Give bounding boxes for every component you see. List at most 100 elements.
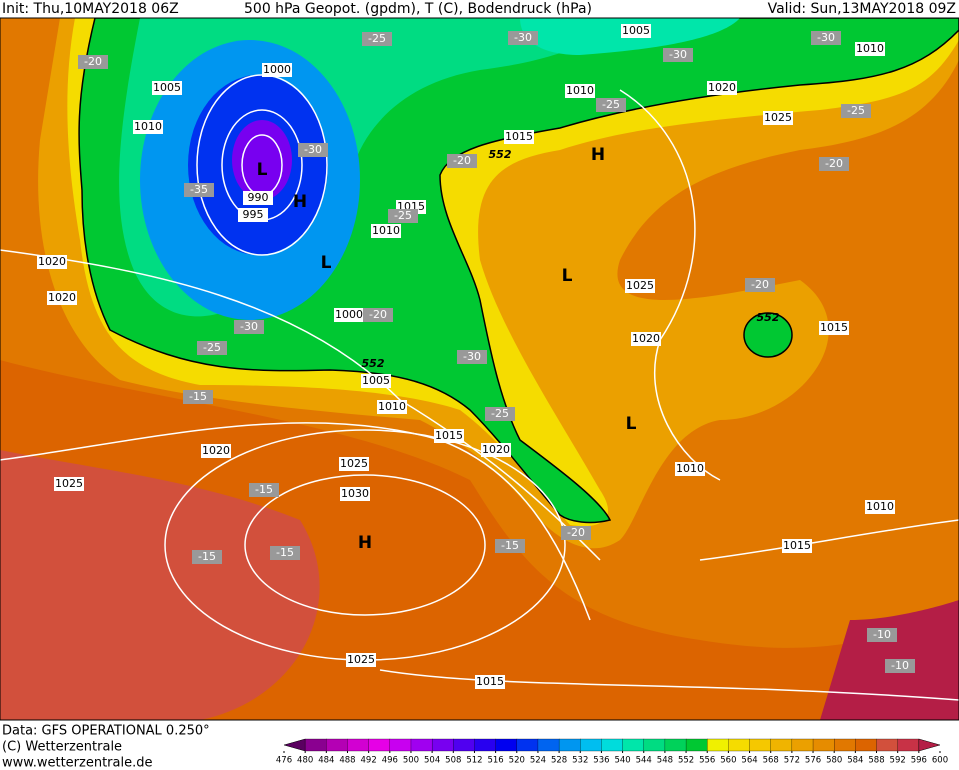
- temperature-label: -10: [873, 628, 891, 641]
- temperature-label: -25: [602, 98, 620, 111]
- isobar-label: 1025: [764, 111, 792, 124]
- temperature-label-box: [841, 104, 871, 118]
- colorbar-label: 536: [593, 756, 609, 766]
- temperature-label: -15: [255, 483, 273, 496]
- colorbar-label: 492: [361, 756, 377, 766]
- temperature-label: -20: [751, 278, 769, 291]
- isobar-label-box: [855, 42, 885, 56]
- isobar-label: 1030: [341, 487, 369, 500]
- colorbar-swatch: [305, 738, 327, 752]
- temperature-label: -30: [304, 143, 322, 156]
- isobar-label-box: [819, 321, 849, 335]
- isobar-label: 1000: [335, 308, 363, 321]
- pressure-center: L: [321, 253, 332, 273]
- colorbar-swatch: [643, 738, 666, 752]
- temperature-label-box: [447, 154, 477, 168]
- isobar-label: 1010: [372, 224, 400, 237]
- isobar-label-box: [262, 63, 292, 77]
- isobar-label-box: [434, 429, 464, 443]
- temperature-label: -30: [669, 48, 687, 61]
- colorbar-label: 524: [530, 756, 546, 766]
- isobar-label: 1010: [134, 120, 162, 133]
- colorbar-swatch: [812, 738, 835, 752]
- isobar-label: 1020: [48, 291, 76, 304]
- colorbar-label: 500: [403, 756, 419, 766]
- temperature-label-box: [192, 550, 222, 564]
- isobar-label: 1010: [566, 84, 594, 97]
- colorbar-swatch: [791, 738, 814, 752]
- colorbar-label: 480: [297, 756, 313, 766]
- colorbar-swatch: [876, 738, 899, 752]
- temperature-label: -30: [514, 31, 532, 44]
- temperature-label-box: [867, 628, 897, 642]
- isobar-label-box: [339, 457, 369, 471]
- colorbar-swatch: [580, 738, 602, 752]
- isobar-label-box: [243, 191, 273, 205]
- colorbar-label: 584: [847, 756, 863, 766]
- temperature-label-box: [183, 390, 213, 404]
- isobar-label-box: [631, 332, 661, 346]
- temperature-label: -15: [198, 550, 216, 563]
- temperature-label-box: [885, 659, 915, 673]
- isobar-label-box: [361, 374, 391, 388]
- colorbar-label: 596: [911, 756, 927, 766]
- isobar-label-box: [481, 443, 511, 457]
- pressure-center: L: [626, 414, 637, 434]
- isobar-label: 1015: [783, 539, 811, 552]
- temperature-label: -15: [189, 390, 207, 403]
- temperature-label-box: [270, 546, 300, 560]
- isobar-label-box: [152, 81, 182, 95]
- temperature-label: -15: [501, 539, 519, 552]
- colorbar-label: 600: [932, 756, 948, 766]
- colorbar-swatch: [558, 738, 581, 752]
- field-hot: [0, 450, 320, 720]
- colorbar-swatch: [664, 738, 687, 752]
- colorbar-label: 548: [657, 756, 673, 766]
- colorbar-swatch: [474, 738, 497, 752]
- isobar-label: 1015: [505, 130, 533, 143]
- temperature-label-box: [811, 31, 841, 45]
- isobar-label-box: [377, 400, 407, 414]
- isobar-label: 1020: [632, 332, 660, 345]
- colorbar-label: 540: [614, 756, 630, 766]
- colorbar-label: 528: [551, 756, 567, 766]
- colorbar-label: 572: [784, 756, 800, 766]
- overlay: 476 480 484 488 492 496 500 504 508 512 516 520 524 5…: [37, 24, 948, 766]
- isobar-label: 990: [248, 191, 269, 204]
- temperature-label: -20: [825, 157, 843, 170]
- colorbar-label: 588: [868, 756, 884, 766]
- isobar-label-box: [54, 477, 84, 491]
- isobar-label: 1005: [153, 81, 181, 94]
- isobar-label: 1010: [378, 400, 406, 413]
- temperature-label-box: [457, 350, 487, 364]
- map-field: [0, 18, 959, 720]
- colorbar-label: 568: [763, 756, 779, 766]
- temperature-label-box: [819, 157, 849, 171]
- isobar-label: 1025: [340, 457, 368, 470]
- colorbar-label: 592: [890, 756, 906, 766]
- isobar-label-box: [371, 224, 401, 238]
- colorbar-label: 564: [741, 756, 757, 766]
- temperature-label-box: [197, 341, 227, 355]
- isobar-label-box: [504, 130, 534, 144]
- init-time: Init: Thu,10MAY2018 06Z: [2, 1, 179, 17]
- temperature-label-box: [508, 31, 538, 45]
- colorbar-label: 520: [509, 756, 525, 766]
- isobar-label: 1025: [347, 653, 375, 666]
- thickness-label: 552: [489, 148, 512, 161]
- isobar-label: 995: [243, 208, 264, 221]
- colorbar-swatch: [326, 738, 348, 752]
- temperature-label: -20: [369, 308, 387, 321]
- pressure-center: L: [562, 266, 573, 286]
- temperature-label: -35: [190, 183, 208, 196]
- data-source: Data: GFS OPERATIONAL 0.250°: [2, 724, 210, 739]
- temperature-label: -25: [394, 209, 412, 222]
- colorbar-label: 504: [424, 756, 440, 766]
- temperature-label-box: [234, 320, 264, 334]
- isobar-label: 1010: [856, 42, 884, 55]
- temperature-label-box: [663, 48, 693, 62]
- colorbar-swatch: [410, 738, 433, 752]
- colorbar-arrow: [918, 738, 941, 752]
- colorbar-swatch: [495, 738, 518, 752]
- pressure-center: H: [591, 145, 605, 165]
